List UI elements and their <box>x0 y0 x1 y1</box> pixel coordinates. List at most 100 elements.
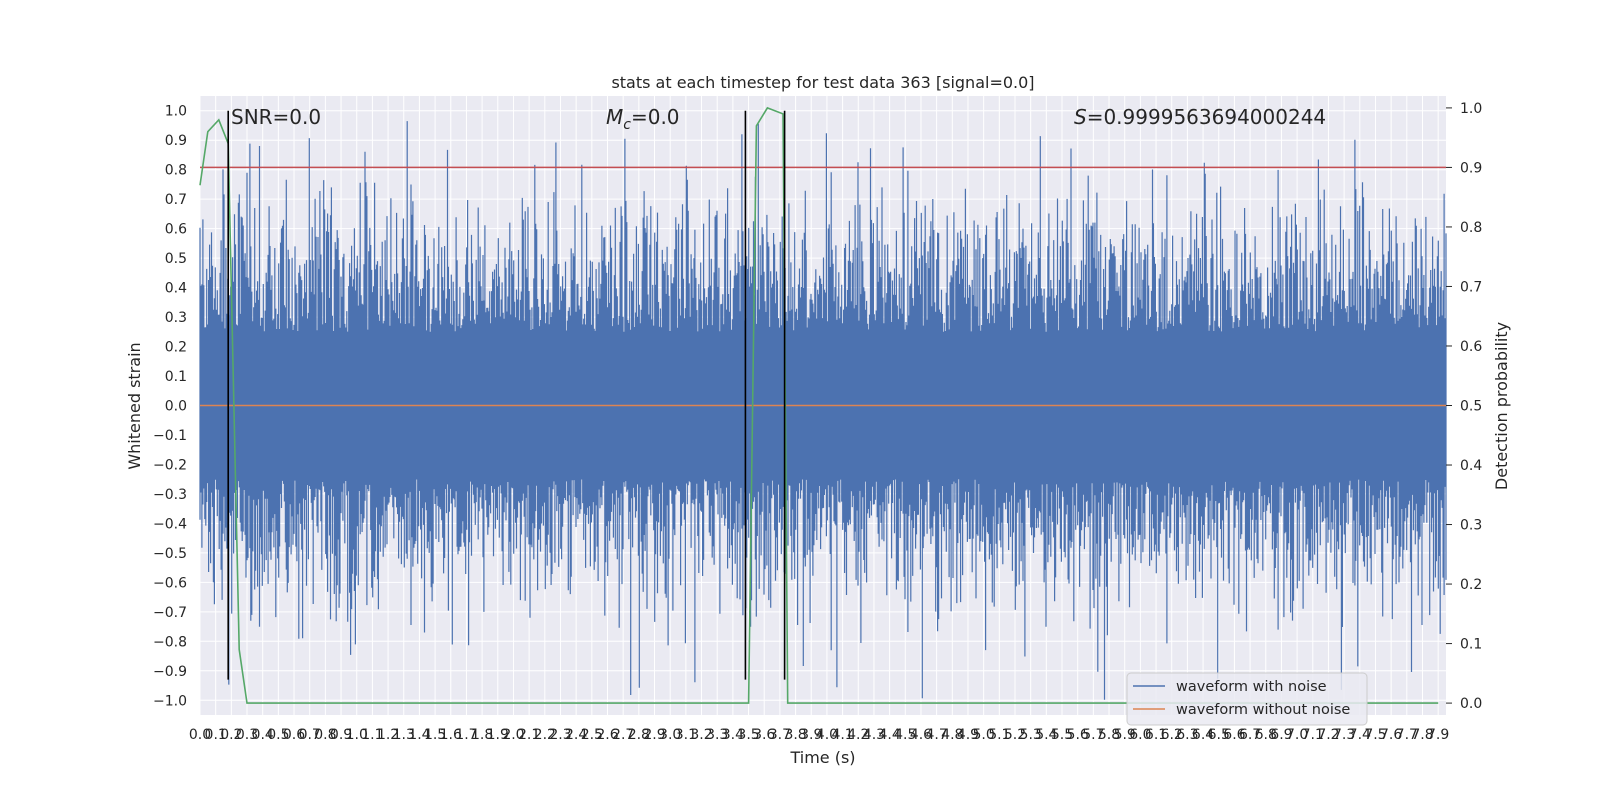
x-tick-label: 3.1 <box>675 727 697 743</box>
x-tick-label: 4.5 <box>894 727 916 743</box>
x-tick-label: 5.6 <box>1067 727 1089 743</box>
x-tick-label: 4.2 <box>847 727 869 743</box>
x-tick-label: 5.5 <box>1051 727 1073 743</box>
x-tick-label: 0.4 <box>252 727 274 743</box>
score-annotation: S=0.9999563694000244 <box>1074 105 1326 129</box>
x-tick-label: 1.2 <box>377 727 399 743</box>
x-tick-label: 2.2 <box>534 727 556 743</box>
x-tick-label: 0.0 <box>189 727 211 743</box>
x-tick-label: 6.2 <box>1161 727 1183 743</box>
x-tick-label: 7.3 <box>1333 727 1355 743</box>
x-tick-label: 4.1 <box>831 727 853 743</box>
x-tick-label: 5.0 <box>973 727 995 743</box>
y-tick-label: 0.1 <box>165 369 187 385</box>
y-tick-label: 0.6 <box>165 222 187 238</box>
x-tick-label: 6.1 <box>1145 727 1167 743</box>
x-tick-label: 4.8 <box>941 727 963 743</box>
x-tick-label: 5.8 <box>1098 727 1120 743</box>
legend-label-clean: waveform without noise <box>1176 702 1350 718</box>
y-tick-label: −0.6 <box>153 575 187 591</box>
y-axis-ticks: 1.0 0.9 0.8 0.7 0.6 0.5 0.4 0.3 0.2 0.1 0.0 −0.1 −0.… <box>153 104 187 710</box>
y-tick-label: −0.1 <box>153 428 187 444</box>
score-symbol: S <box>1074 105 1087 129</box>
y-tick-label: −0.8 <box>153 634 187 650</box>
x-tick-label: 2.3 <box>549 727 571 743</box>
y2-axis-ticks: 1.0 0.9 0.8 0.7 0.6 0.5 0.4 0.3 0.2 0.1 0.0 <box>1446 101 1482 712</box>
y-tick-label: −1.0 <box>153 693 187 709</box>
x-tick-label: 0.8 <box>314 727 336 743</box>
y-tick-label: 0.3 <box>165 310 187 326</box>
y-tick-label: −0.4 <box>153 516 187 532</box>
y2-tick-label: 0.2 <box>1460 577 1482 593</box>
y-tick-label: 0.7 <box>165 192 187 208</box>
x-tick-label: 3.9 <box>800 727 822 743</box>
y-axis-label: Whitened strain <box>125 342 144 469</box>
x-tick-label: 7.5 <box>1364 727 1386 743</box>
y2-tick-label: 0.8 <box>1460 220 1482 236</box>
score-value: =0.9999563694000244 <box>1087 105 1326 129</box>
y2-tick-label: 0.3 <box>1460 518 1482 534</box>
x-tick-label: 3.5 <box>737 727 759 743</box>
y2-tick-label: 0.0 <box>1460 696 1482 712</box>
x-tick-label: 0.5 <box>267 727 289 743</box>
x-axis-ticks: 0.00.10.20.30.40.50.60.70.80.91.01.11.21… <box>189 727 1449 743</box>
y2-tick-label: 0.5 <box>1460 399 1482 415</box>
x-tick-label: 4.3 <box>863 727 885 743</box>
x-tick-label: 2.9 <box>643 727 665 743</box>
chart-title: stats at each timestep for test data 363… <box>611 73 1034 92</box>
x-tick-label: 4.6 <box>910 727 932 743</box>
x-tick-label: 3.3 <box>706 727 728 743</box>
x-tick-label: 2.8 <box>628 727 650 743</box>
y-tick-label: −0.7 <box>153 605 187 621</box>
y-tick-label: −0.2 <box>153 457 187 473</box>
y-tick-label: 1.0 <box>165 104 187 120</box>
x-tick-label: 2.1 <box>518 727 540 743</box>
x-tick-label: 6.7 <box>1239 727 1261 743</box>
x-tick-label: 4.0 <box>816 727 838 743</box>
x-tick-label: 3.6 <box>753 727 775 743</box>
x-tick-label: 6.5 <box>1208 727 1230 743</box>
y2-tick-label: 0.7 <box>1460 279 1482 295</box>
x-tick-label: 1.0 <box>346 727 368 743</box>
x-tick-label: 0.2 <box>220 727 242 743</box>
overlay-lines <box>199 106 1446 704</box>
y2-axis-label: Detection probability <box>1492 322 1511 490</box>
x-tick-label: 7.8 <box>1411 727 1433 743</box>
x-tick-label: 7.4 <box>1349 727 1371 743</box>
y-tick-label: 0.5 <box>165 251 187 267</box>
chirp-mass-annotation: Mc=0.0 <box>606 105 680 133</box>
x-tick-label: 0.1 <box>205 727 227 743</box>
x-tick-label: 4.7 <box>925 727 947 743</box>
x-tick-label: 1.8 <box>471 727 493 743</box>
chirp-mass-symbol: M <box>606 105 623 129</box>
y-tick-label: −0.9 <box>153 664 187 680</box>
x-tick-label: 7.9 <box>1427 727 1449 743</box>
legend-label-noise: waveform with noise <box>1176 679 1327 695</box>
y2-tick-label: 1.0 <box>1460 101 1482 117</box>
x-tick-label: 0.3 <box>236 727 258 743</box>
y-tick-label: 0.4 <box>165 281 187 297</box>
x-tick-label: 2.4 <box>565 727 587 743</box>
x-tick-label: 6.8 <box>1255 727 1277 743</box>
y2-tick-label: 0.4 <box>1460 458 1482 474</box>
y2-tick-label: 0.9 <box>1460 160 1482 176</box>
x-tick-label: 0.6 <box>283 727 305 743</box>
x-tick-label: 7.7 <box>1396 727 1418 743</box>
y-tick-label: 0.8 <box>165 163 187 179</box>
y2-tick-label: 0.1 <box>1460 637 1482 653</box>
x-tick-label: 5.4 <box>1035 727 1057 743</box>
x-tick-label: 5.7 <box>1082 727 1104 743</box>
snr-annotation: SNR=0.0 <box>231 105 321 129</box>
x-tick-label: 4.4 <box>878 727 900 743</box>
x-tick-label: 6.6 <box>1223 727 1245 743</box>
x-tick-label: 3.0 <box>659 727 681 743</box>
x-tick-label: 2.7 <box>612 727 634 743</box>
x-tick-label: 6.9 <box>1270 727 1292 743</box>
x-axis-label: Time (s) <box>789 748 855 767</box>
x-tick-label: 3.7 <box>769 727 791 743</box>
y2-tick-label: 0.6 <box>1460 339 1482 355</box>
x-tick-label: 2.6 <box>596 727 618 743</box>
x-tick-label: 7.1 <box>1302 727 1324 743</box>
x-tick-label: 1.9 <box>487 727 509 743</box>
